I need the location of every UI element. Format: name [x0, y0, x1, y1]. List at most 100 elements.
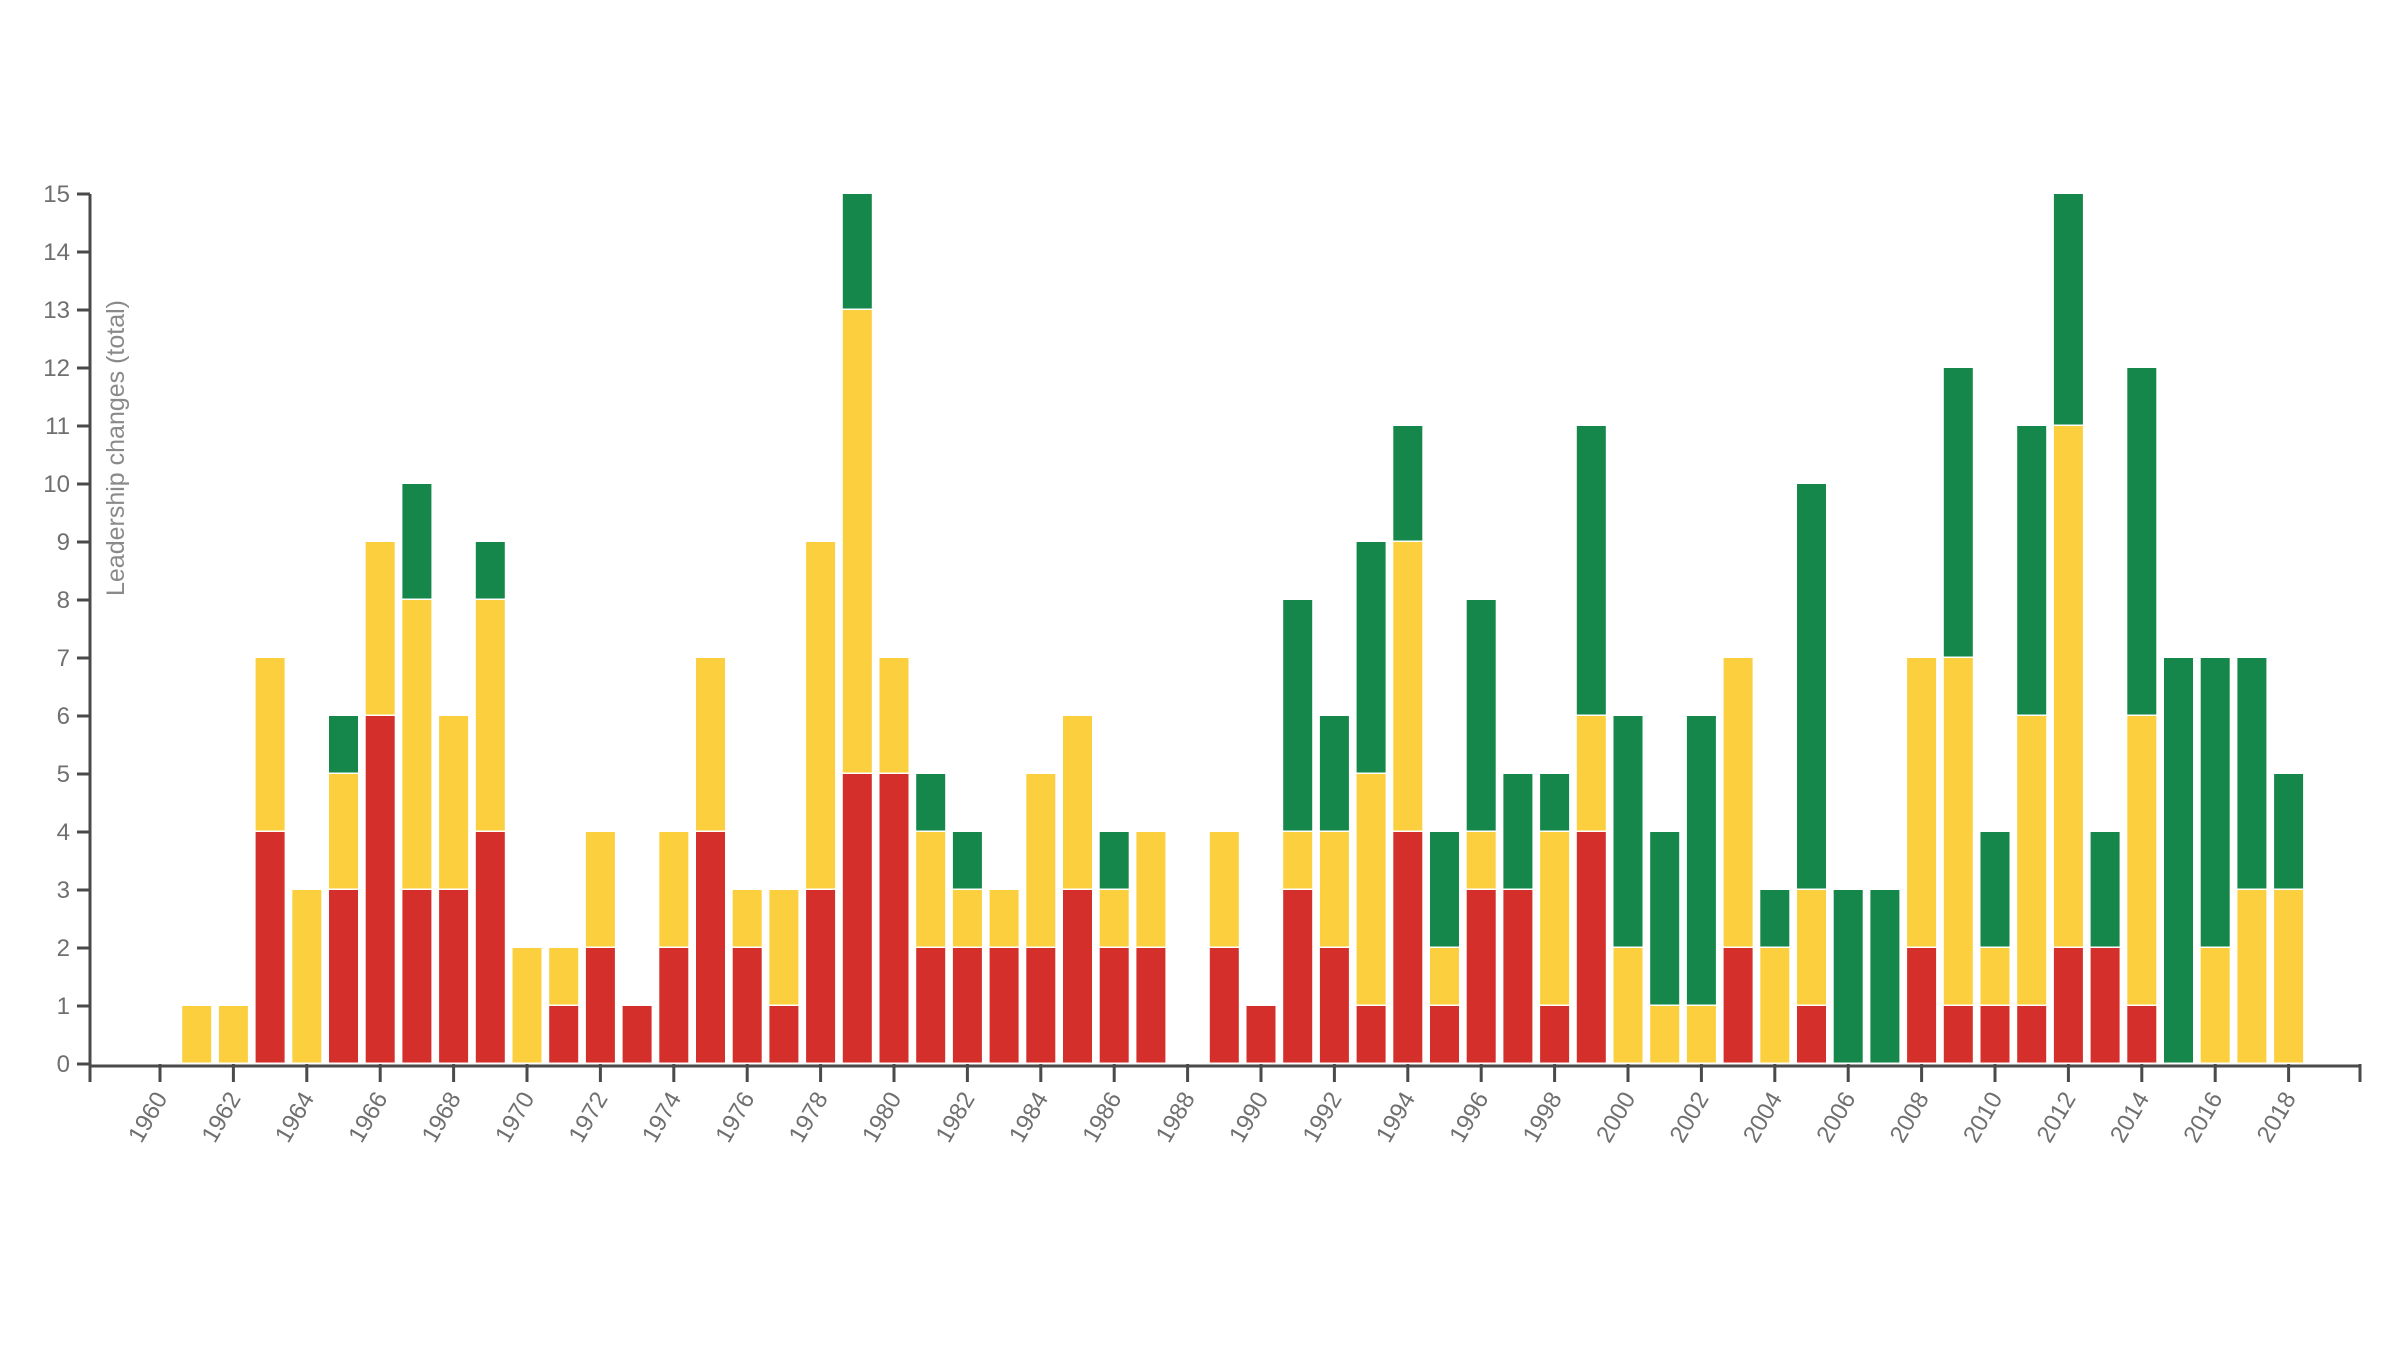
x-tick-label: 1964 — [270, 1088, 320, 1148]
bar-segment-yellow-2008 — [1907, 658, 1937, 947]
bars-layer — [182, 194, 2304, 1063]
bar-segment-green-2000 — [1613, 716, 1643, 947]
bar-segment-yellow-1989 — [1209, 832, 1239, 947]
bar-segment-green-1967 — [402, 484, 432, 599]
bar-segment-yellow-1984 — [1026, 774, 1056, 947]
bar-segment-yellow-1979 — [842, 310, 872, 773]
bar-segment-green-2016 — [2200, 658, 2230, 947]
bar-segment-yellow-1983 — [989, 890, 1019, 947]
bar-segment-yellow-1971 — [549, 948, 579, 1005]
bar-segment-yellow-2003 — [1723, 658, 1753, 947]
bar-segment-yellow-1962 — [218, 1006, 248, 1063]
bar-segment-red-1973 — [622, 1006, 652, 1063]
bar-segment-yellow-1980 — [879, 658, 909, 773]
bar-segment-yellow-2010 — [1980, 948, 2010, 1005]
bar-segment-green-2012 — [2053, 194, 2083, 425]
x-tick-label: 1996 — [1444, 1088, 1494, 1148]
bar-segment-red-1980 — [879, 774, 909, 1063]
y-tick-label: 10 — [43, 471, 70, 498]
x-tick-label: 2016 — [2178, 1088, 2228, 1148]
bar-segment-green-1994 — [1393, 426, 1423, 541]
bar-segment-yellow-2017 — [2237, 890, 2267, 1063]
bar-segment-red-1965 — [329, 890, 358, 1063]
bar-segment-green-2006 — [1833, 890, 1863, 1063]
bar-segment-green-1998 — [1540, 774, 1570, 831]
x-tick-label: 1988 — [1151, 1088, 1201, 1148]
bar-segment-red-1975 — [696, 832, 725, 1063]
bar-segment-red-1994 — [1393, 832, 1423, 1063]
bar-segment-yellow-1967 — [402, 600, 432, 889]
x-tick-label: 1970 — [490, 1088, 540, 1148]
bar-segment-red-1969 — [475, 832, 505, 1063]
bar-segment-red-1997 — [1503, 890, 1533, 1063]
bar-segment-yellow-1985 — [1063, 716, 1092, 889]
bar-segment-red-2003 — [1723, 948, 1753, 1063]
bar-segment-red-1984 — [1026, 948, 1056, 1063]
y-tick-label: 4 — [57, 819, 70, 846]
x-tick-label: 2014 — [2105, 1088, 2155, 1148]
x-tick-label: 2004 — [1738, 1088, 1788, 1148]
x-tick-label: 1966 — [343, 1088, 393, 1148]
bar-segment-red-1974 — [659, 948, 689, 1063]
bar-segment-yellow-1981 — [916, 832, 946, 947]
x-tick-label: 2000 — [1591, 1088, 1641, 1148]
bar-segment-yellow-1994 — [1393, 542, 1423, 831]
x-tick-label: 2002 — [1665, 1088, 1715, 1148]
x-tick-label: 2012 — [2032, 1088, 2082, 1148]
bar-segment-yellow-1977 — [769, 890, 799, 1005]
bar-segment-yellow-1987 — [1136, 832, 1166, 947]
bar-segment-red-1990 — [1246, 1006, 1276, 1063]
x-tick-label: 1990 — [1224, 1088, 1274, 1148]
bar-segment-green-2014 — [2127, 368, 2157, 715]
x-tick-label: 2006 — [1811, 1088, 1861, 1148]
bar-segment-green-2013 — [2090, 832, 2120, 947]
y-tick-label: 12 — [43, 355, 70, 382]
bar-segment-yellow-1993 — [1356, 774, 1386, 1005]
bar-segment-yellow-1974 — [659, 832, 689, 947]
bar-segment-red-1981 — [916, 948, 946, 1063]
x-tick-label: 1980 — [857, 1088, 907, 1148]
bar-segment-green-2010 — [1980, 832, 2010, 947]
x-tick-label: 2018 — [2252, 1088, 2302, 1148]
bar-segment-yellow-1995 — [1430, 948, 1459, 1005]
y-tick-label: 9 — [57, 529, 70, 556]
bar-segment-yellow-1999 — [1576, 716, 1606, 831]
bar-segment-red-1966 — [365, 716, 395, 1063]
bar-segment-yellow-2014 — [2127, 716, 2157, 1005]
bar-segment-red-1995 — [1430, 1006, 1459, 1063]
bar-segment-green-1991 — [1283, 600, 1313, 831]
bar-segment-yellow-1961 — [182, 1006, 212, 1063]
bar-segment-green-2015 — [2164, 658, 2193, 1063]
bar-segment-red-2014 — [2127, 1006, 2157, 1063]
bar-segment-green-1997 — [1503, 774, 1533, 889]
bar-segment-green-1993 — [1356, 542, 1386, 773]
bar-segment-green-2001 — [1650, 832, 1680, 1005]
bar-segment-green-1996 — [1466, 600, 1496, 831]
bar-segment-yellow-1970 — [512, 948, 542, 1063]
y-tick-label: 0 — [57, 1051, 70, 1078]
bar-segment-yellow-1986 — [1099, 890, 1129, 947]
bar-segment-red-1992 — [1319, 948, 1349, 1063]
y-tick-label: 2 — [57, 935, 70, 962]
bar-segment-yellow-1992 — [1319, 832, 1349, 947]
x-axis: 1960 1962 1964 1966 1968 1970 1972 1974 1976 1978… — [88, 1064, 2362, 1148]
bar-segment-green-2007 — [1870, 890, 1900, 1063]
bar-segment-yellow-1978 — [806, 542, 836, 889]
bar-segment-yellow-1982 — [952, 890, 982, 947]
x-tick-label: 1994 — [1371, 1088, 1421, 1148]
x-tick-label: 2010 — [1958, 1088, 2008, 1148]
bar-segment-green-1986 — [1099, 832, 1129, 889]
bar-segment-red-1987 — [1136, 948, 1166, 1063]
bar-segment-yellow-1963 — [255, 658, 285, 831]
bar-segment-yellow-1972 — [585, 832, 615, 947]
bar-segment-green-2011 — [2017, 426, 2047, 715]
bar-segment-yellow-2016 — [2200, 948, 2230, 1063]
bar-segment-yellow-2000 — [1613, 948, 1643, 1063]
bar-segment-red-1998 — [1540, 1006, 1570, 1063]
x-tick-label: 1992 — [1298, 1088, 1348, 1148]
bar-segment-red-1985 — [1063, 890, 1092, 1063]
bar-segment-red-1971 — [549, 1006, 579, 1063]
